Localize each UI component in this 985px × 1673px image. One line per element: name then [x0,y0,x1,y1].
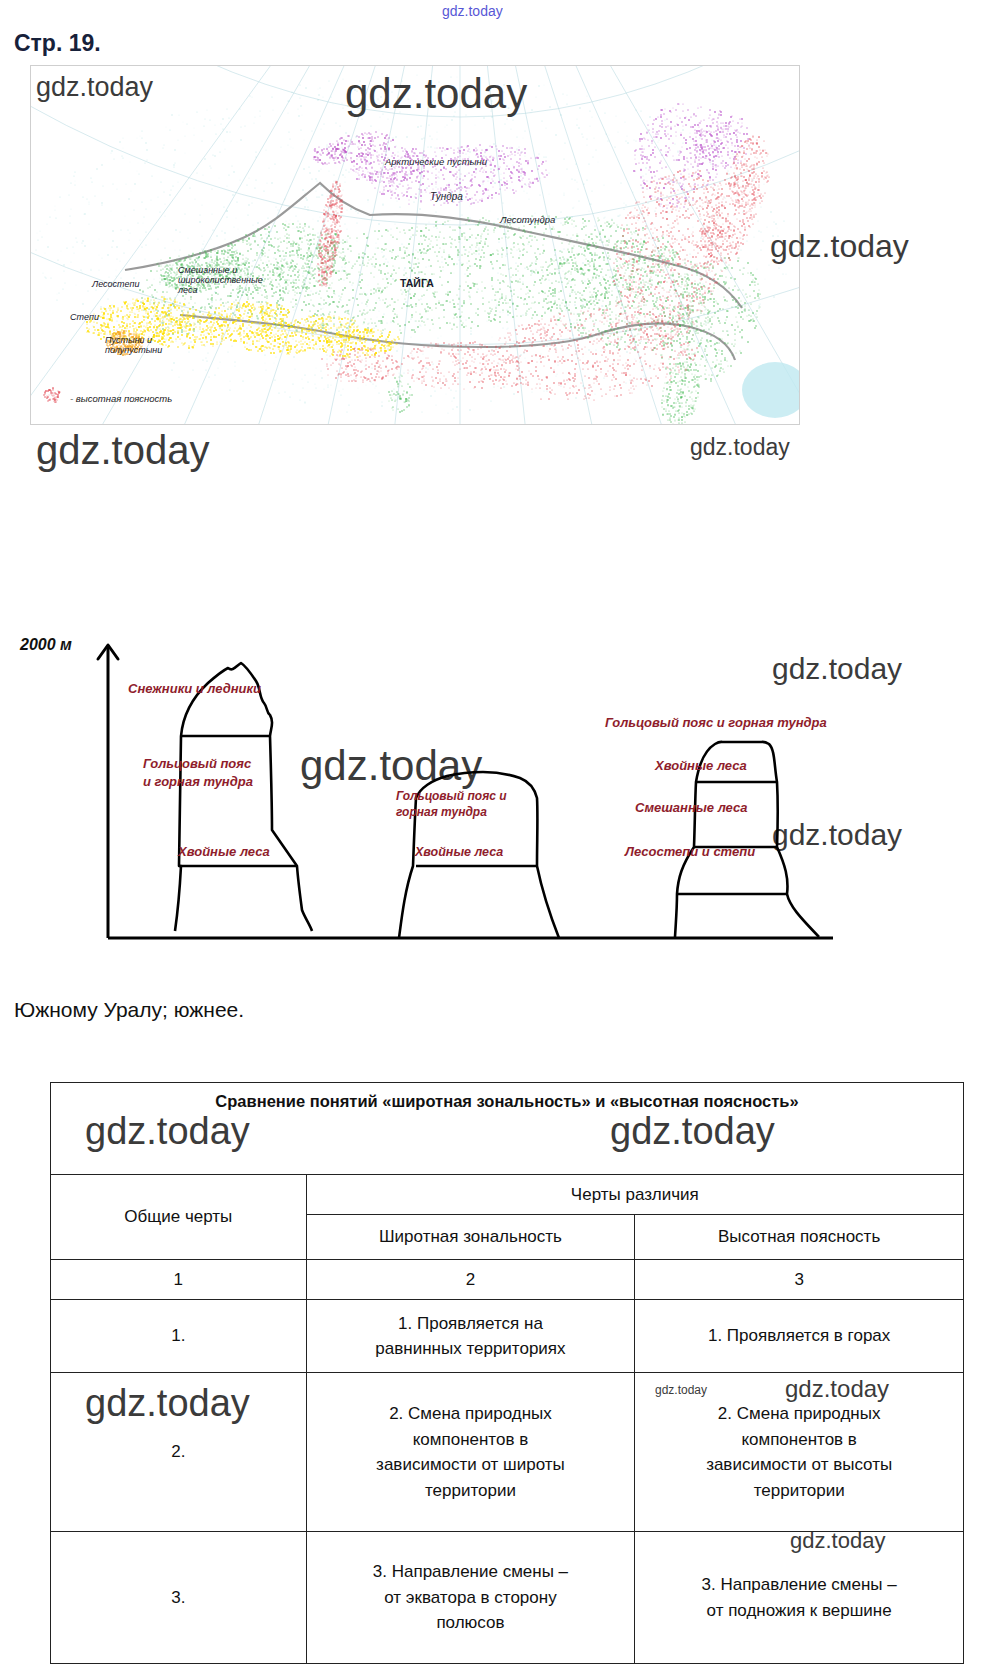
svg-text:Арктические пустыни: Арктические пустыни [384,156,488,167]
svg-text:Снежники и ледники: Снежники и ледники [128,681,261,696]
svg-text:Гольцовый пояс: Гольцовый пояс [143,756,252,771]
svg-text:Тундра: Тундра [430,191,463,202]
svg-text:Хвойные леса: Хвойные леса [177,844,270,859]
svg-text:Смешанные леса: Смешанные леса [635,800,747,815]
svg-text:полупустыни: полупустыни [105,345,162,355]
svg-text:Гольцовый пояс и: Гольцовый пояс и [396,789,507,803]
svg-text:Степи: Степи [70,312,99,322]
svg-text:Лесотундра: Лесотундра [499,214,555,225]
svg-text:Хвойные леса: Хвойные леса [654,758,747,773]
svg-text:Хвойные леса: Хвойные леса [414,845,503,859]
svg-text:ТАЙГА: ТАЙГА [400,277,434,289]
svg-text:горная тундра: горная тундра [396,805,487,819]
svg-text:широколиственные: широколиственные [178,275,263,285]
svg-text:леса: леса [177,285,198,295]
svg-text:и горная тундра: и горная тундра [143,774,253,789]
svg-text:Лесостепи: Лесостепи [91,279,140,289]
svg-text:Гольцовый пояс и горная тундра: Гольцовый пояс и горная тундра [605,715,827,730]
svg-text:- высотная поясность: - высотная поясность [70,393,172,404]
svg-text:Смешанные и: Смешанные и [178,265,237,275]
svg-text:2000 м: 2000 м [19,636,72,653]
svg-text:Пустыни и: Пустыни и [105,335,152,345]
svg-text:Лесостепи и степи: Лесостепи и степи [624,844,755,859]
